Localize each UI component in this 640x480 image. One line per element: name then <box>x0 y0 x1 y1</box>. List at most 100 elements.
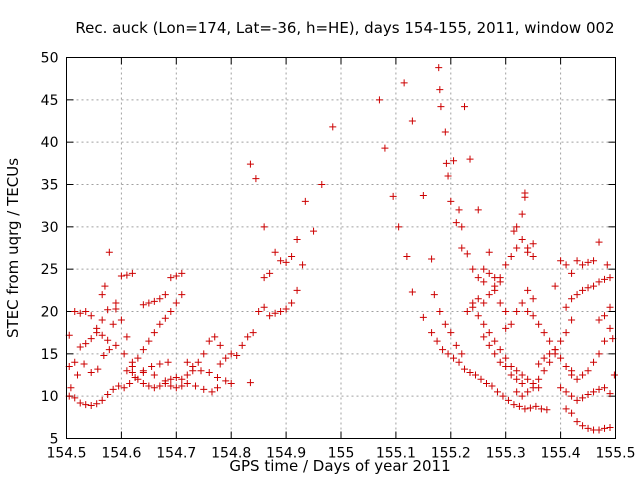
data-point <box>381 144 389 152</box>
data-point <box>573 418 581 426</box>
data-point <box>568 409 576 417</box>
data-point <box>293 286 301 294</box>
data-point <box>128 368 136 376</box>
data-point <box>167 274 175 282</box>
data-point <box>579 394 587 402</box>
data-point <box>126 379 134 387</box>
data-point <box>573 375 581 383</box>
data-point <box>260 223 268 231</box>
data-point <box>502 324 510 332</box>
y-tick-label: 10 <box>41 389 59 405</box>
data-point <box>455 358 463 366</box>
data-point <box>128 363 136 371</box>
data-point <box>139 368 147 376</box>
data-point <box>87 401 95 409</box>
x-tick-label: 154.9 <box>266 446 306 462</box>
data-point <box>442 159 450 167</box>
data-point <box>513 367 521 375</box>
data-point <box>521 405 529 413</box>
data-point <box>513 223 521 231</box>
data-point <box>568 295 576 303</box>
data-point <box>428 329 436 337</box>
data-point <box>82 340 90 348</box>
data-point <box>419 313 427 321</box>
data-point <box>595 238 603 246</box>
data-point <box>524 375 532 383</box>
data-point <box>222 354 230 362</box>
data-point <box>211 333 219 341</box>
data-point <box>76 399 84 407</box>
data-point <box>488 382 496 390</box>
x-tick-label: 154.5 <box>46 446 86 462</box>
data-point <box>408 288 416 296</box>
y-tick-label: 40 <box>41 135 59 151</box>
data-point <box>428 255 436 263</box>
data-point <box>450 157 458 165</box>
data-point <box>595 385 603 393</box>
data-point <box>76 343 84 351</box>
data-point <box>562 405 570 413</box>
data-point <box>469 299 477 307</box>
data-point <box>513 308 521 315</box>
data-point <box>568 392 576 400</box>
data-point <box>595 426 603 434</box>
data-point <box>112 341 120 349</box>
x-tick-label: 154.7 <box>156 446 196 462</box>
data-point <box>480 333 488 341</box>
data-point <box>98 396 106 404</box>
data-point <box>123 367 131 375</box>
data-point <box>436 308 444 315</box>
data-point <box>568 371 576 379</box>
data-point <box>145 299 153 307</box>
data-point <box>606 303 614 311</box>
data-point <box>568 269 576 277</box>
data-point <box>595 278 603 286</box>
data-point <box>546 350 554 358</box>
data-point <box>518 379 526 387</box>
data-point <box>461 365 469 373</box>
data-point <box>466 155 474 163</box>
data-point <box>507 252 515 260</box>
data-point <box>156 360 164 368</box>
data-point <box>474 274 482 282</box>
data-point <box>496 299 504 307</box>
data-point <box>112 305 120 313</box>
data-point <box>524 388 532 396</box>
data-point <box>526 404 534 412</box>
data-point <box>244 333 252 341</box>
data-point <box>546 358 554 366</box>
data-point <box>455 206 463 214</box>
data-point <box>109 320 117 328</box>
data-point <box>502 354 510 362</box>
data-point <box>507 320 515 328</box>
data-point <box>595 350 603 358</box>
data-point <box>128 269 136 277</box>
data-point <box>513 244 521 252</box>
data-point <box>480 299 488 307</box>
data-point <box>529 384 537 392</box>
data-point <box>540 329 548 337</box>
y-tick-label: 5 <box>50 432 59 448</box>
data-point <box>452 219 460 227</box>
data-point <box>491 337 499 345</box>
data-point <box>518 299 526 307</box>
data-point <box>139 379 147 387</box>
data-point <box>238 341 246 349</box>
x-tick-label: 155 <box>328 446 355 462</box>
data-point <box>584 424 592 432</box>
y-tick-label: 50 <box>41 51 59 67</box>
data-point <box>87 312 95 320</box>
data-point <box>194 358 202 366</box>
data-point <box>524 286 532 294</box>
data-point <box>87 368 95 376</box>
data-point <box>403 252 411 260</box>
data-point <box>537 405 545 413</box>
data-point <box>557 257 565 265</box>
data-point <box>222 377 230 385</box>
y-tick-label: 15 <box>41 347 59 363</box>
data-point <box>485 248 493 256</box>
data-point <box>515 402 523 410</box>
data-point <box>601 275 609 283</box>
data-point <box>183 358 191 366</box>
data-point <box>205 337 213 345</box>
